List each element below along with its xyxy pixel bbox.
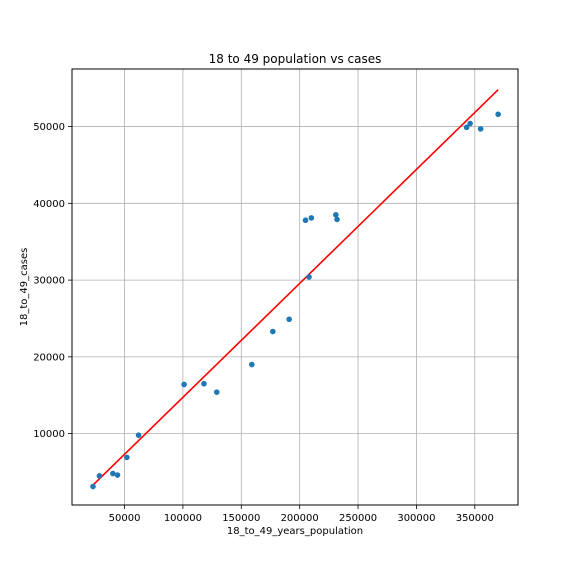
- x-tick-label: 200000: [281, 513, 319, 524]
- data-point: [90, 483, 96, 490]
- regression-line: [92, 89, 499, 486]
- y-tick-label: 40000: [33, 199, 65, 210]
- fit-line-group: [92, 89, 499, 486]
- axis-ticks: 50000 100000 150000 200000 250000 300000 35000…: [33, 122, 494, 524]
- y-tick-label: 30000: [33, 276, 65, 287]
- y-tick-label: 50000: [33, 122, 65, 133]
- x-tick-label: 50000: [109, 513, 141, 524]
- data-point: [495, 111, 501, 118]
- plot-frame: [71, 68, 519, 506]
- data-point: [96, 473, 103, 479]
- data-point: [477, 126, 484, 132]
- data-point: [213, 389, 220, 395]
- x-tick-label: 250000: [339, 513, 377, 524]
- data-point: [286, 316, 292, 323]
- data-point: [333, 212, 339, 218]
- data-point: [334, 216, 340, 223]
- y-tick-label: 20000: [33, 352, 65, 363]
- y-tick-label: 10000: [33, 429, 65, 440]
- data-point: [463, 124, 470, 131]
- data-point: [110, 470, 116, 477]
- data-point: [302, 217, 309, 224]
- data-point: [201, 380, 207, 387]
- data-point: [306, 274, 312, 280]
- grid-lines: [72, 69, 518, 505]
- x-axis-label: 18_to_49_years_population: [227, 526, 363, 537]
- x-tick-label: 300000: [397, 513, 435, 524]
- x-tick-label: 100000: [164, 513, 202, 524]
- data-point: [249, 361, 255, 368]
- y-axis-label: 18_to_49_cases: [19, 248, 30, 327]
- data-point: [114, 472, 121, 478]
- data-point: [308, 215, 315, 221]
- data-points: [90, 111, 501, 490]
- data-point: [467, 120, 473, 127]
- chart-title: 18 to 49 population vs cases: [209, 52, 382, 66]
- data-point: [181, 381, 187, 388]
- data-point: [270, 328, 276, 335]
- data-point: [124, 454, 130, 461]
- x-tick-label: 350000: [456, 513, 494, 524]
- data-point: [135, 432, 142, 438]
- x-tick-label: 150000: [222, 513, 260, 524]
